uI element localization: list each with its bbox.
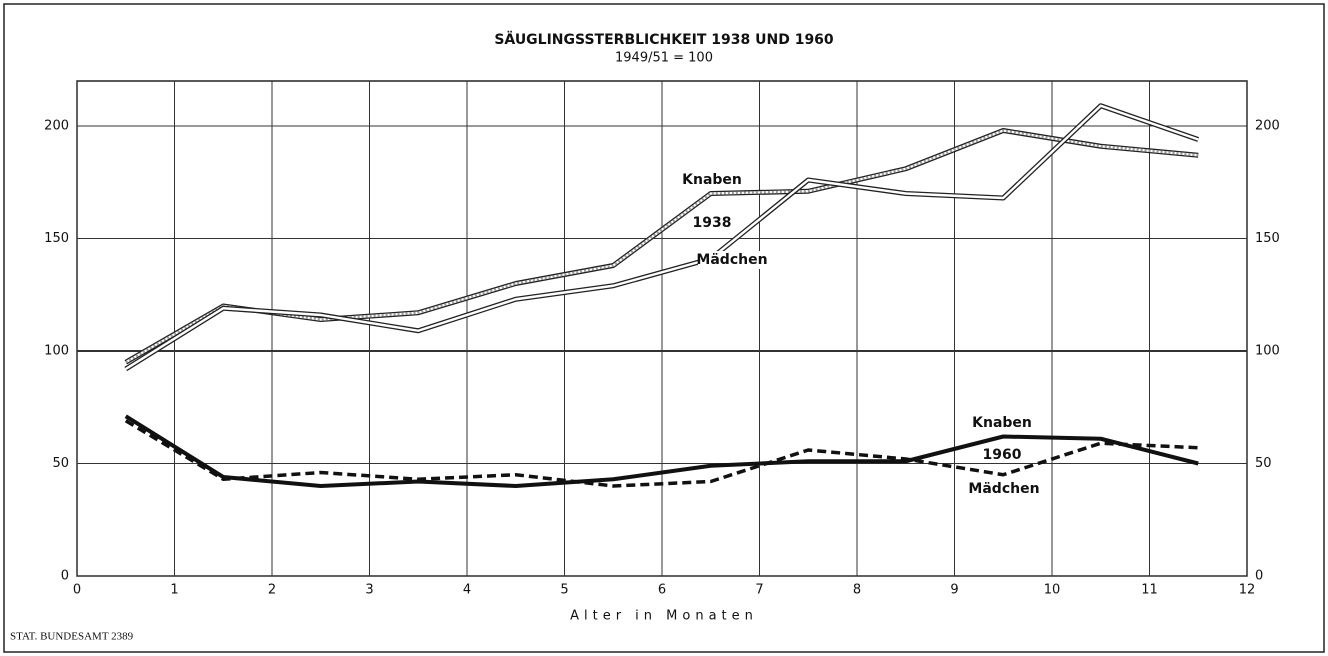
x-tick-label: 3 xyxy=(365,583,373,598)
x-tick-label: 0 xyxy=(73,583,81,598)
line xyxy=(124,419,1199,488)
source: STAT. BUNDESAMT 2389 xyxy=(10,631,134,643)
annotation: Knaben xyxy=(682,172,742,188)
x-tick-label: 7 xyxy=(755,583,763,598)
annotation: Mädchen xyxy=(968,481,1039,497)
annotation: Mädchen xyxy=(696,252,767,268)
annotation-bg xyxy=(698,251,766,269)
chart-title: SÄUGLINGSSTERBLICHKEIT 1938 UND 1960 xyxy=(494,31,834,48)
annotation-bg xyxy=(678,171,746,189)
y-tick-label: 0 xyxy=(61,569,69,584)
y2-tick-label: 100 xyxy=(1255,344,1280,359)
y2-tick-label: 0 xyxy=(1255,569,1263,584)
x-tick-label: 8 xyxy=(853,583,861,598)
x-tick-label: 11 xyxy=(1141,583,1158,598)
y-tick-label: 150 xyxy=(44,231,69,246)
line-dots xyxy=(125,129,1199,364)
frame xyxy=(3,3,1325,653)
y2-tick-label: 50 xyxy=(1255,456,1272,471)
x-tick-label: 1 xyxy=(170,583,178,598)
annotation: Knaben xyxy=(972,415,1032,431)
y-tick-label: 200 xyxy=(44,119,69,134)
y2-tick-label: 200 xyxy=(1255,119,1280,134)
chart-subtitle: 1949/51 = 100 xyxy=(615,51,713,66)
x-tick-label: 5 xyxy=(560,583,568,598)
annotation-bg xyxy=(968,414,1036,432)
x-tick-label: 10 xyxy=(1044,583,1061,598)
annotation-bg xyxy=(970,480,1038,498)
x-tick-label: 4 xyxy=(463,583,471,598)
x-tick-label: 12 xyxy=(1239,583,1256,598)
y2-tick-label: 150 xyxy=(1255,231,1280,246)
annotation: 1938 xyxy=(693,215,732,231)
annotation: 1960 xyxy=(983,447,1022,463)
x-tick-label: 9 xyxy=(950,583,958,598)
y-tick-label: 50 xyxy=(52,456,69,471)
line-inner xyxy=(125,104,1199,371)
line xyxy=(124,414,1199,488)
y-tick-label: 100 xyxy=(44,344,69,359)
x-axis-label: Alter in Monaten xyxy=(570,609,758,624)
x-tick-label: 6 xyxy=(658,583,666,598)
x-tick-label: 2 xyxy=(268,583,276,598)
